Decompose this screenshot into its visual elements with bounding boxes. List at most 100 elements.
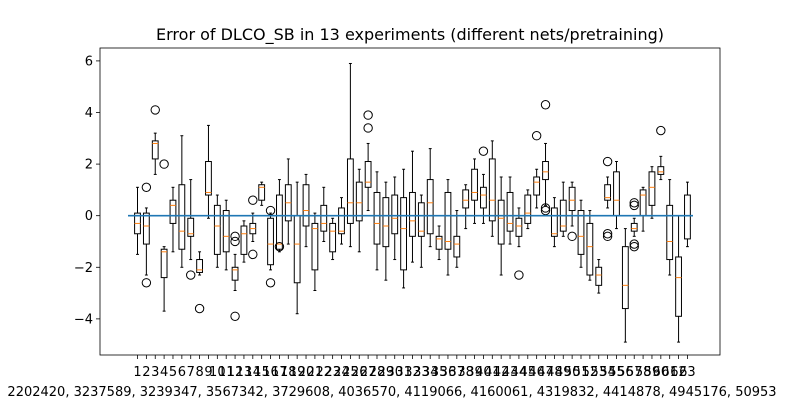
box-32 <box>409 191 416 237</box>
box-8-outlier-1 <box>194 303 205 314</box>
box-57-outlier-3 <box>629 239 639 249</box>
box-40 <box>480 186 487 209</box>
box-57 <box>630 222 638 232</box>
box-56 <box>621 246 629 310</box>
x-tick-label: 3 <box>151 365 159 380</box>
axes-frame <box>99 47 721 356</box>
x-tick-label: 1 <box>133 365 141 380</box>
x-tick-label: 39 <box>466 365 483 380</box>
box-7 <box>187 217 195 237</box>
x-tick-label: 56 <box>617 365 634 380</box>
x-tick-label: 33 <box>413 365 430 380</box>
x-tick-label: 10 <box>209 365 226 380</box>
x-tick-label: 31 <box>395 365 412 380</box>
box-39 <box>471 168 478 201</box>
box-33 <box>417 202 425 237</box>
box-31 <box>400 197 408 271</box>
x-tick-label: 47 <box>537 365 554 380</box>
y-tick-label: 2 <box>85 158 93 173</box>
chart-title: Error of DLCO_SB in 13 experiments (diff… <box>156 25 664 45</box>
box-12 <box>231 266 239 281</box>
x-tick-label: 21 <box>307 365 324 380</box>
box-3 <box>151 140 159 160</box>
box-16-outlier-2 <box>265 278 276 288</box>
box-2-outlier-1 <box>141 182 152 193</box>
x-tick-label: 43 <box>502 365 519 380</box>
box-7-outlier-1 <box>186 270 196 280</box>
box-45 <box>524 194 532 224</box>
box-34 <box>426 179 434 235</box>
x-tick-label: 41 <box>484 365 501 380</box>
x-tick-label: 34 <box>422 365 439 380</box>
x-tick-label: 46 <box>528 365 545 380</box>
box-47-outlier-2 <box>540 203 551 213</box>
x-tick-label: 11 <box>218 365 235 380</box>
box-9 <box>205 161 212 196</box>
x-tick-label: 25 <box>342 365 359 380</box>
box-59 <box>648 171 656 206</box>
x-tick-label: 20 <box>298 365 315 380</box>
box-17-outlier-1 <box>274 241 285 252</box>
box-24 <box>338 207 345 235</box>
box-27-outlier-2 <box>363 123 373 133</box>
box-50 <box>568 186 576 212</box>
x-tick-label: 4 <box>160 365 168 380</box>
box-2-outlier-2 <box>141 278 152 288</box>
box-46 <box>533 176 541 196</box>
box-23 <box>329 222 337 253</box>
box-26 <box>355 181 363 222</box>
box-14-outlier-1 <box>248 195 258 205</box>
x-tick-label: 61 <box>661 365 678 380</box>
x-tick-label: 38 <box>457 365 474 380</box>
x-tick-label: 26 <box>351 365 368 380</box>
x-tick-label: 29 <box>378 365 395 380</box>
box-51 <box>577 210 585 255</box>
x-tick-label: 42 <box>493 365 510 380</box>
x-tick-label: 17 <box>271 365 288 380</box>
x-tick-label: 60 <box>653 365 670 380</box>
x-tick-label: 58 <box>635 365 652 380</box>
x-tick-label: 19 <box>289 365 306 380</box>
x-tick-label: 14 <box>245 365 262 380</box>
x-tick-label: 8 <box>195 365 203 380</box>
box-8 <box>196 259 203 273</box>
box-47-outlier-3 <box>540 205 551 216</box>
x-axis-caption: 2202420, 3237589, 3239347, 3567342, 3729… <box>7 385 776 400</box>
box-17 <box>276 194 283 250</box>
box-36 <box>444 191 452 250</box>
box-4-outlier-1 <box>159 159 169 169</box>
x-tick-label: 40 <box>475 365 492 380</box>
box-25 <box>346 158 354 224</box>
box-60-outlier-1 <box>656 125 666 136</box>
x-tick-label: 53 <box>590 365 607 380</box>
box-63 <box>684 194 691 240</box>
x-tick-label: 54 <box>599 365 616 380</box>
x-tick-label: 15 <box>253 365 270 380</box>
x-tick-label: 6 <box>178 365 186 380</box>
box-13 <box>240 225 248 255</box>
x-tick-label: 52 <box>582 365 599 380</box>
x-tick-label: 44 <box>511 365 528 380</box>
box-54-outlier-2 <box>602 229 613 239</box>
box-30 <box>391 194 399 235</box>
x-tick-label: 7 <box>187 365 195 380</box>
x-tick-label: 49 <box>555 365 572 380</box>
box-47 <box>542 161 549 181</box>
y-tick-label: 6 <box>85 54 93 69</box>
x-tick-label: 36 <box>440 365 457 380</box>
box-12-outlier-3 <box>230 311 240 322</box>
box-57-outlier-4 <box>629 241 639 252</box>
box-10 <box>213 204 221 255</box>
box-43 <box>506 191 514 232</box>
x-tick-label: 32 <box>404 365 421 380</box>
box-28 <box>373 191 381 245</box>
x-tick-label: 9 <box>204 365 212 380</box>
box-11 <box>222 210 230 253</box>
box-44-outlier-1 <box>514 270 524 280</box>
x-tick-label: 62 <box>670 365 687 380</box>
box-27 <box>364 161 372 188</box>
box-40-outlier-1 <box>478 146 489 156</box>
box-42 <box>497 199 505 245</box>
